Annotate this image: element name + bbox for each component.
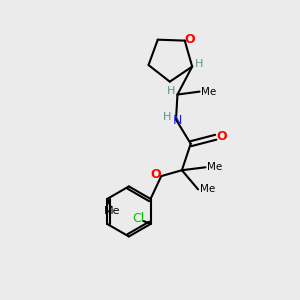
Text: N: N [173,114,182,127]
Text: Cl: Cl [132,212,144,225]
Text: H: H [167,86,175,96]
Text: H: H [163,112,171,122]
Text: O: O [216,130,227,143]
Text: Me: Me [207,162,223,172]
Text: O: O [185,33,195,46]
Text: Me: Me [103,206,120,216]
Text: O: O [150,168,161,181]
Text: H: H [194,59,203,69]
Text: Me: Me [201,87,216,97]
Text: Me: Me [200,184,215,194]
